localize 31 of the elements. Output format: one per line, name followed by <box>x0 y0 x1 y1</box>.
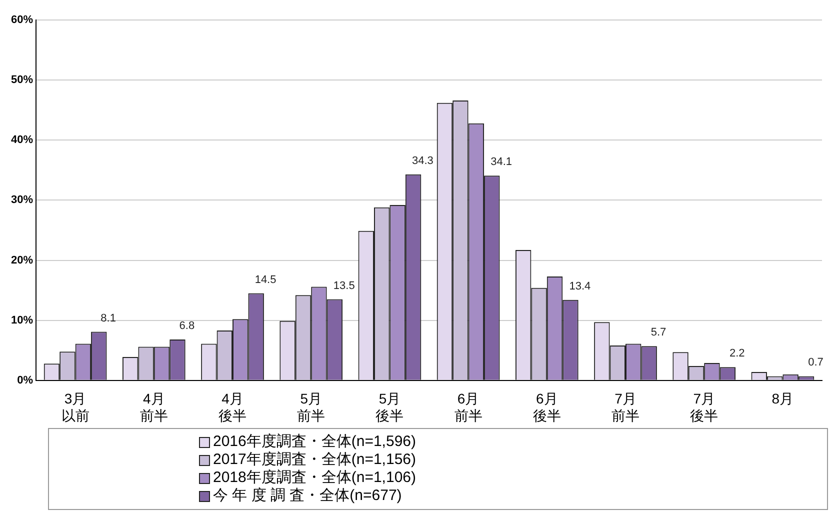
x-tick-label: 7月後半 <box>690 390 718 424</box>
data-label: 2.2 <box>729 348 745 360</box>
data-label: 13.4 <box>569 280 591 292</box>
legend-label: 2016年度調査・全体(n=1,596) <box>213 433 416 451</box>
data-label: 8.1 <box>100 312 116 324</box>
data-label: 34.1 <box>490 156 512 168</box>
y-tick-label: 30% <box>10 194 34 206</box>
y-tick-label: 10% <box>10 314 34 326</box>
data-label: 0.7 <box>808 356 824 369</box>
legend-label: 2018年度調査・全体(n=1,106) <box>213 469 416 487</box>
y-tick-label: 60% <box>10 14 34 26</box>
x-tick-label: 5月後半 <box>376 390 404 424</box>
data-label: 6.8 <box>179 320 195 332</box>
x-tick-label: 5月前半 <box>297 390 326 424</box>
x-tick-label: 3月以前 <box>61 390 90 424</box>
x-tick-label: 4月前半 <box>140 390 168 424</box>
data-label: 14.5 <box>254 274 276 286</box>
x-tick-label: 6月前半 <box>454 390 482 424</box>
y-tick-label: 40% <box>10 134 34 146</box>
data-label: 34.3 <box>412 154 434 167</box>
x-tick-label: 6月後半 <box>532 390 561 424</box>
legend-label: 2017年度調査・全体(n=1,156) <box>213 451 416 469</box>
legend-label: 今 年 度 調 査・全体(n=677) <box>213 487 402 505</box>
y-tick-label: 20% <box>10 254 34 266</box>
data-label: 13.5 <box>333 280 355 292</box>
x-tick-label: 7月前半 <box>612 390 640 424</box>
data-label: 5.7 <box>650 326 666 339</box>
x-tick-label: 4月後半 <box>218 390 247 424</box>
x-tick-label: 8月 <box>772 390 794 407</box>
y-tick-label: 50% <box>10 74 34 86</box>
y-tick-label: 0% <box>17 374 34 386</box>
